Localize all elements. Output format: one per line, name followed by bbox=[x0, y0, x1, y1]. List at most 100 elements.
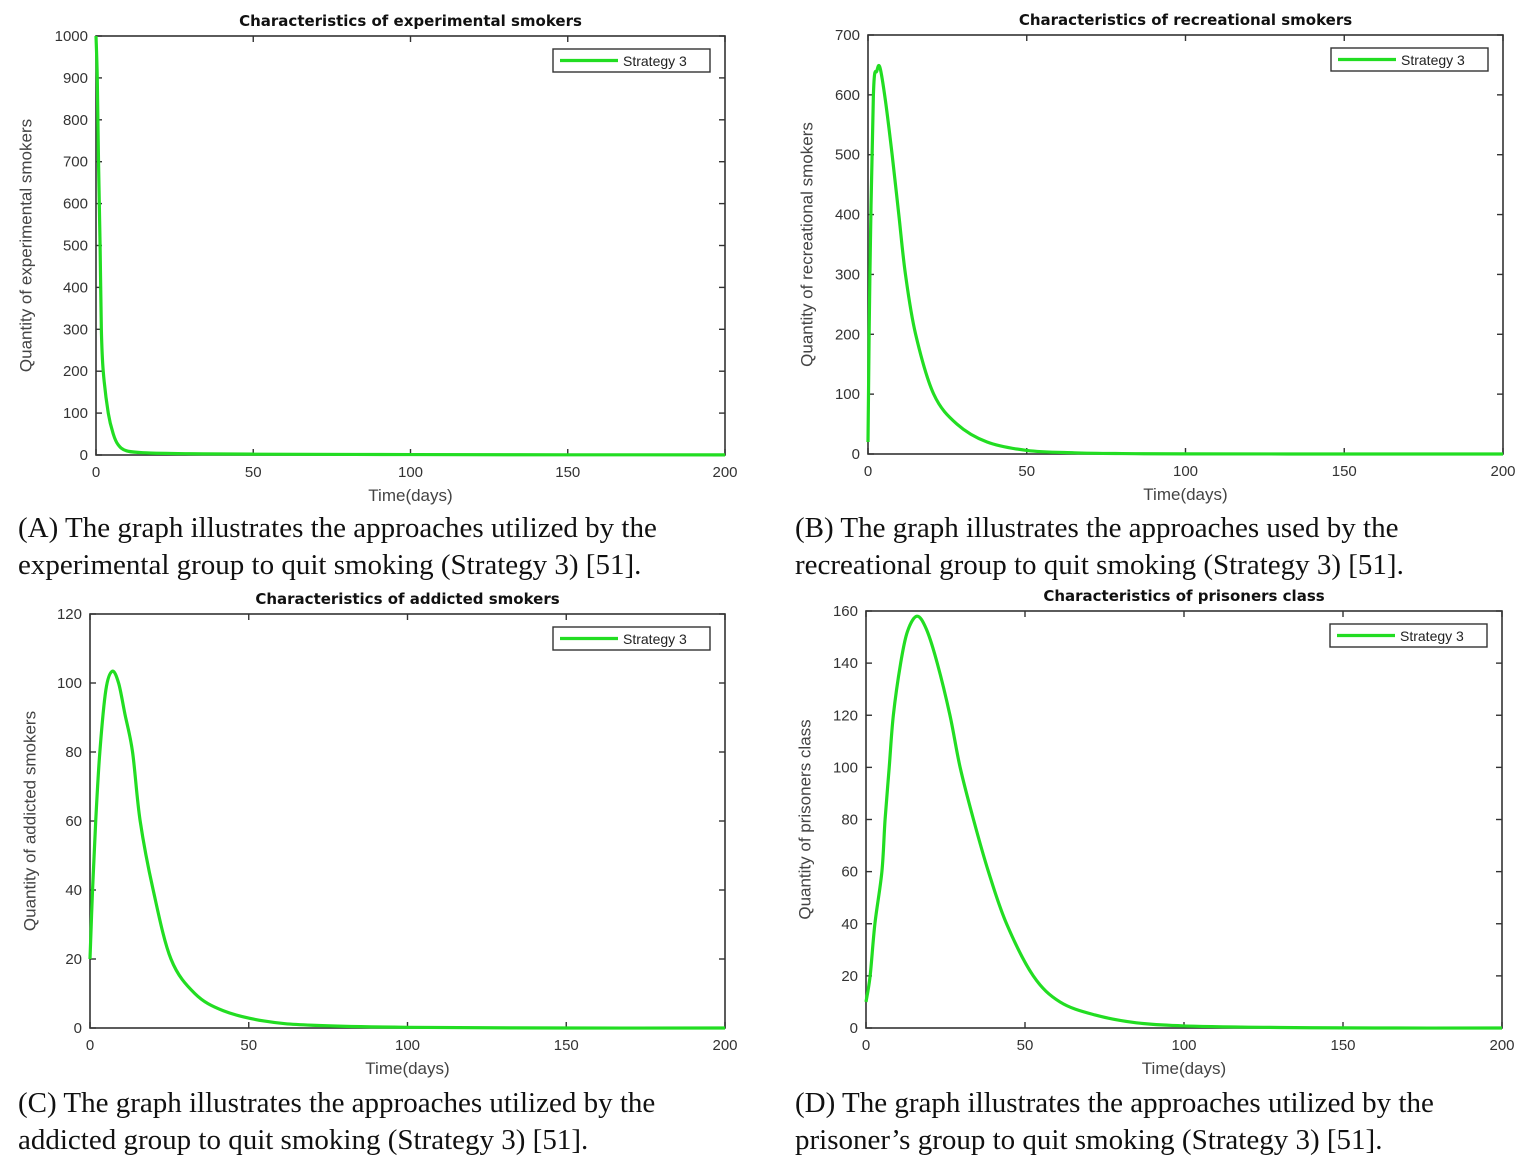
x-tick-label: 50 bbox=[1018, 463, 1035, 480]
x-tick-label: 150 bbox=[1332, 463, 1357, 480]
y-tick-label: 400 bbox=[63, 279, 88, 296]
y-tick-label: 900 bbox=[63, 70, 88, 87]
y-axis-label: Quantity of experimental smokers bbox=[16, 119, 35, 372]
plot-area-frame bbox=[865, 610, 1503, 1029]
legend-label: Strategy 3 bbox=[1401, 52, 1465, 68]
y-tick-label: 100 bbox=[57, 675, 82, 692]
series-line-strategy-3 bbox=[94, 35, 726, 457]
x-tick-label: 0 bbox=[86, 1037, 94, 1054]
caption-a: (A) The graph illustrates the approaches… bbox=[18, 510, 657, 584]
x-tick-label: 200 bbox=[712, 1037, 737, 1054]
y-axis-label: Quantity of addicted smokers bbox=[20, 711, 39, 931]
y-tick-label: 400 bbox=[835, 207, 860, 224]
y-tick-label: 80 bbox=[841, 812, 858, 829]
y-tick-label: 80 bbox=[65, 744, 82, 761]
y-tick-label: 120 bbox=[833, 707, 858, 724]
x-tick-label: 200 bbox=[1490, 463, 1515, 480]
caption-a-line-1: (A) The graph illustrates the approaches… bbox=[18, 512, 657, 544]
y-tick-label: 300 bbox=[63, 321, 88, 338]
y-tick-label: 0 bbox=[852, 446, 860, 463]
y-tick-label: 700 bbox=[835, 27, 860, 44]
caption-b-line-1: (B) The graph illustrates the approaches… bbox=[795, 512, 1399, 544]
x-tick-label: 200 bbox=[1489, 1037, 1514, 1054]
legend: Strategy 3 bbox=[552, 626, 711, 651]
y-tick-label: 20 bbox=[65, 951, 82, 968]
y-tick-label: 40 bbox=[65, 882, 82, 899]
y-tick-label: 60 bbox=[841, 864, 858, 881]
legend-label: Strategy 3 bbox=[623, 631, 687, 647]
legend-box bbox=[1330, 47, 1489, 72]
x-tick-label: 50 bbox=[245, 464, 262, 481]
legend: Strategy 3 bbox=[1330, 47, 1489, 72]
caption-a-line-2: experimental group to quit smoking (Stra… bbox=[18, 549, 642, 581]
legend-label: Strategy 3 bbox=[1400, 628, 1464, 644]
legend: Strategy 3 bbox=[552, 48, 711, 73]
y-tick-label: 300 bbox=[835, 266, 860, 283]
y-tick-label: 100 bbox=[63, 405, 88, 422]
x-axis-label: Time(days) bbox=[1142, 1059, 1226, 1078]
y-tick-label: 700 bbox=[63, 154, 88, 171]
x-tick-label: 150 bbox=[554, 1037, 579, 1054]
x-tick-label: 150 bbox=[1330, 1037, 1355, 1054]
y-tick-label: 20 bbox=[841, 968, 858, 985]
legend: Strategy 3 bbox=[1329, 623, 1488, 648]
y-tick-label: 120 bbox=[57, 606, 82, 623]
y-tick-label: 600 bbox=[835, 87, 860, 104]
y-tick-label: 0 bbox=[850, 1020, 858, 1037]
x-tick-label: 200 bbox=[712, 464, 737, 481]
y-tick-label: 100 bbox=[835, 386, 860, 403]
caption-c-line-2: addicted group to quit smoking (Strategy… bbox=[18, 1124, 589, 1156]
legend-label: Strategy 3 bbox=[623, 53, 687, 69]
plot-area-frame bbox=[89, 613, 726, 1029]
y-tick-label: 500 bbox=[835, 147, 860, 164]
x-axis-label: Time(days) bbox=[365, 1059, 449, 1078]
y-tick-label: 0 bbox=[74, 1020, 82, 1037]
x-tick-label: 100 bbox=[1173, 463, 1198, 480]
caption-d-line-2: prisoner’s group to quit smoking (Strate… bbox=[795, 1124, 1383, 1156]
caption-c-line-1: (C) The graph illustrates the approaches… bbox=[18, 1087, 656, 1119]
caption-d: (D) The graph illustrates the approaches… bbox=[795, 1085, 1434, 1159]
plot-area-frame bbox=[867, 34, 1504, 455]
y-axis-label: Quantity of prisoners class bbox=[795, 719, 814, 919]
y-tick-label: 60 bbox=[65, 813, 82, 830]
y-axis-label: Quantity of recreational smokers bbox=[797, 122, 816, 367]
series-line-strategy-3 bbox=[864, 614, 1503, 1030]
y-tick-label: 500 bbox=[63, 238, 88, 255]
y-tick-label: 1000 bbox=[55, 28, 88, 45]
chart-title: Characteristics of addicted smokers bbox=[255, 590, 559, 608]
x-axis-label: Time(days) bbox=[368, 486, 452, 505]
x-tick-label: 150 bbox=[555, 464, 580, 481]
chart-title: Characteristics of recreational smokers bbox=[1019, 11, 1352, 29]
x-tick-label: 50 bbox=[240, 1037, 257, 1054]
x-tick-label: 0 bbox=[864, 463, 872, 480]
y-tick-label: 0 bbox=[80, 447, 88, 464]
chart-title: Characteristics of prisoners class bbox=[1043, 587, 1324, 605]
x-tick-label: 0 bbox=[92, 464, 100, 481]
chart-title: Characteristics of experimental smokers bbox=[239, 12, 582, 30]
legend-box bbox=[552, 626, 711, 651]
caption-b-line-2: recreational group to quit smoking (Stra… bbox=[795, 549, 1404, 581]
caption-c: (C) The graph illustrates the approaches… bbox=[18, 1085, 655, 1159]
y-tick-label: 160 bbox=[833, 603, 858, 620]
x-axis-label: Time(days) bbox=[1143, 485, 1227, 504]
y-tick-label: 140 bbox=[833, 655, 858, 672]
legend-box bbox=[552, 48, 711, 73]
series-line-strategy-3 bbox=[88, 669, 726, 1030]
y-tick-label: 600 bbox=[63, 196, 88, 213]
plot-area-frame bbox=[95, 35, 726, 456]
chart-d: 0 50 100 150 200 0 20 40 60 80 100 120 140 160 Charact… bbox=[795, 587, 1514, 1078]
caption-d-line-1: (D) The graph illustrates the approaches… bbox=[795, 1087, 1434, 1119]
series-line-strategy-3 bbox=[866, 63, 1504, 456]
y-tick-label: 200 bbox=[835, 326, 860, 343]
x-tick-label: 0 bbox=[862, 1037, 870, 1054]
y-tick-label: 100 bbox=[833, 759, 858, 776]
caption-b: (B) The graph illustrates the approaches… bbox=[795, 510, 1404, 584]
x-tick-label: 100 bbox=[398, 464, 423, 481]
chart-a: 0 50 100 150 200 0 100 200 300 400 500 600 700 800 900… bbox=[16, 12, 737, 505]
chart-b: 0 50 100 150 200 0 100 200 300 400 500 600 700 Charac… bbox=[797, 11, 1515, 504]
chart-c: 0 50 100 150 200 0 20 40 60 80 100 120 Characteristi… bbox=[20, 590, 737, 1078]
y-tick-label: 800 bbox=[63, 112, 88, 129]
x-tick-label: 50 bbox=[1017, 1037, 1034, 1054]
x-tick-label: 100 bbox=[395, 1037, 420, 1054]
